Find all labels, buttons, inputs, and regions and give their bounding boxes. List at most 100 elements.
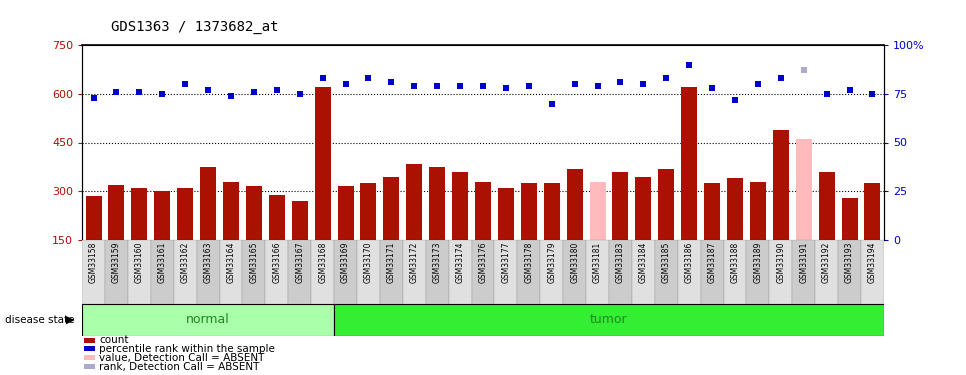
Bar bbox=[792, 240, 815, 304]
Text: GSM33188: GSM33188 bbox=[730, 241, 740, 282]
Text: count: count bbox=[99, 335, 129, 345]
Bar bbox=[86, 196, 101, 240]
Text: rank, Detection Call = ABSENT: rank, Detection Call = ABSENT bbox=[99, 362, 260, 372]
Text: GSM33177: GSM33177 bbox=[501, 241, 510, 283]
Bar bbox=[84, 356, 96, 360]
Bar bbox=[612, 172, 629, 240]
Text: GSM33185: GSM33185 bbox=[662, 241, 670, 283]
Bar bbox=[337, 186, 354, 240]
Point bbox=[475, 83, 491, 89]
Bar bbox=[750, 182, 766, 240]
Text: GSM33187: GSM33187 bbox=[707, 241, 717, 283]
Bar bbox=[84, 338, 96, 343]
Point bbox=[109, 89, 125, 95]
Bar bbox=[174, 240, 197, 304]
Point bbox=[498, 85, 514, 91]
Bar bbox=[357, 240, 380, 304]
Bar bbox=[407, 164, 422, 240]
Point bbox=[521, 83, 536, 89]
Bar bbox=[315, 87, 330, 240]
Point bbox=[178, 81, 193, 87]
Bar bbox=[177, 188, 193, 240]
Text: GSM33178: GSM33178 bbox=[525, 241, 533, 283]
Bar bbox=[334, 304, 884, 336]
Point bbox=[315, 75, 330, 81]
Bar bbox=[589, 182, 606, 240]
Bar bbox=[108, 185, 125, 240]
Bar bbox=[773, 129, 789, 240]
Bar bbox=[518, 240, 540, 304]
Point bbox=[704, 85, 720, 91]
Point bbox=[452, 83, 468, 89]
Text: ▶: ▶ bbox=[66, 315, 74, 325]
Text: GSM33192: GSM33192 bbox=[822, 241, 831, 283]
Text: GSM33172: GSM33172 bbox=[410, 241, 419, 283]
Bar bbox=[658, 168, 674, 240]
Bar bbox=[448, 240, 471, 304]
Point bbox=[841, 87, 857, 93]
Bar bbox=[429, 167, 445, 240]
Bar bbox=[471, 240, 495, 304]
Bar bbox=[544, 183, 559, 240]
Point bbox=[384, 79, 399, 85]
Bar bbox=[495, 240, 518, 304]
Bar bbox=[292, 201, 308, 240]
Bar bbox=[82, 304, 334, 336]
Bar bbox=[609, 240, 632, 304]
Text: GSM33166: GSM33166 bbox=[272, 241, 281, 283]
Point bbox=[292, 91, 307, 97]
Bar bbox=[567, 168, 582, 240]
Text: GSM33189: GSM33189 bbox=[753, 241, 762, 283]
Point bbox=[544, 100, 559, 106]
Bar bbox=[269, 195, 285, 240]
Point bbox=[131, 89, 147, 95]
Bar bbox=[384, 177, 399, 240]
Bar bbox=[497, 188, 514, 240]
Text: GSM33167: GSM33167 bbox=[296, 241, 304, 283]
Bar bbox=[704, 183, 720, 240]
Text: GSM33186: GSM33186 bbox=[685, 241, 694, 283]
Text: GSM33162: GSM33162 bbox=[181, 241, 189, 283]
Bar bbox=[747, 240, 769, 304]
Text: GSM33194: GSM33194 bbox=[867, 241, 877, 283]
Bar bbox=[334, 240, 357, 304]
Bar bbox=[865, 183, 880, 240]
Bar bbox=[563, 240, 586, 304]
Bar bbox=[242, 240, 266, 304]
Point bbox=[612, 79, 628, 85]
Point bbox=[155, 91, 170, 97]
Bar bbox=[841, 198, 858, 240]
Text: disease state: disease state bbox=[5, 315, 74, 325]
Bar bbox=[84, 346, 96, 351]
Bar bbox=[586, 240, 609, 304]
Point bbox=[338, 81, 354, 87]
Bar bbox=[818, 172, 835, 240]
Text: GSM33180: GSM33180 bbox=[570, 241, 580, 283]
Text: GSM33183: GSM33183 bbox=[616, 241, 625, 283]
Bar bbox=[540, 240, 563, 304]
Point bbox=[773, 75, 788, 81]
Text: GSM33158: GSM33158 bbox=[89, 241, 99, 283]
Text: GSM33163: GSM33163 bbox=[204, 241, 213, 283]
Bar bbox=[84, 364, 96, 369]
Bar bbox=[403, 240, 426, 304]
Text: GSM33164: GSM33164 bbox=[226, 241, 236, 283]
Text: tumor: tumor bbox=[590, 313, 628, 326]
Bar bbox=[861, 240, 884, 304]
Bar bbox=[266, 240, 288, 304]
Bar bbox=[197, 240, 219, 304]
Bar bbox=[155, 191, 170, 240]
Point bbox=[86, 94, 101, 100]
Text: GSM33173: GSM33173 bbox=[433, 241, 441, 283]
Text: value, Detection Call = ABSENT: value, Detection Call = ABSENT bbox=[99, 353, 265, 363]
Bar bbox=[678, 240, 700, 304]
Text: GSM33190: GSM33190 bbox=[777, 241, 785, 283]
Bar bbox=[521, 183, 537, 240]
Text: GSM33169: GSM33169 bbox=[341, 241, 350, 283]
Bar bbox=[200, 167, 216, 240]
Bar bbox=[151, 240, 174, 304]
Text: GSM33171: GSM33171 bbox=[386, 241, 396, 283]
Bar bbox=[82, 240, 105, 304]
Bar bbox=[475, 182, 491, 240]
Bar bbox=[288, 240, 311, 304]
